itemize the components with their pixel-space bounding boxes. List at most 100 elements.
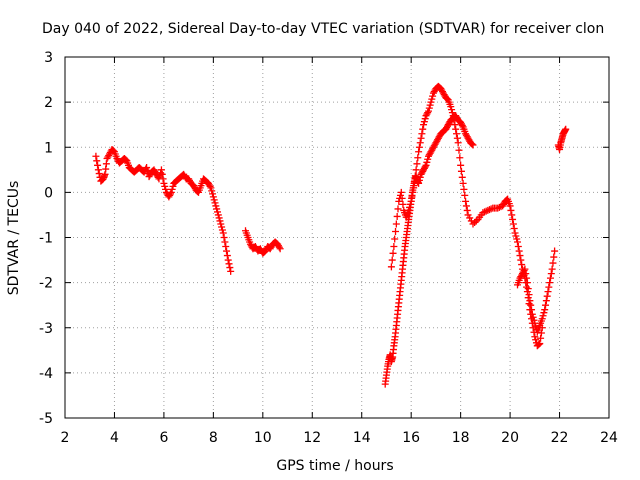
y-tick-label: 1 bbox=[44, 140, 53, 156]
grid bbox=[65, 57, 609, 418]
y-axis-ticks: -5 -4 -3 -2 -1 0 1 2 3 bbox=[39, 50, 609, 427]
data-point bbox=[424, 109, 432, 117]
data-point bbox=[448, 106, 456, 114]
data-point bbox=[213, 205, 221, 213]
data-point bbox=[428, 95, 436, 103]
data-point bbox=[452, 125, 460, 133]
data-point bbox=[542, 301, 550, 309]
data-point bbox=[485, 206, 493, 214]
y-tick-label: -5 bbox=[39, 411, 53, 427]
data-point bbox=[539, 312, 547, 320]
data-point bbox=[437, 85, 445, 93]
data-point bbox=[185, 176, 193, 184]
data-point bbox=[453, 134, 461, 142]
data-point bbox=[180, 170, 188, 178]
data-point bbox=[546, 279, 554, 287]
data-point bbox=[439, 89, 447, 97]
data-point bbox=[407, 197, 415, 205]
data-point bbox=[159, 175, 167, 183]
data-point bbox=[428, 146, 436, 154]
data-point bbox=[528, 310, 536, 318]
data-point bbox=[426, 149, 434, 157]
y-tick-label: 0 bbox=[44, 185, 53, 201]
data-point bbox=[532, 322, 540, 330]
data-point bbox=[510, 224, 518, 232]
chart-title: Day 040 of 2022, Sidereal Day-to-day VTE… bbox=[42, 21, 604, 37]
data-point bbox=[495, 203, 503, 211]
data-point bbox=[536, 340, 544, 348]
data-point bbox=[206, 182, 214, 190]
data-point bbox=[167, 190, 175, 198]
data-point bbox=[422, 112, 430, 120]
data-point bbox=[562, 125, 570, 133]
data-point bbox=[451, 121, 459, 129]
data-point bbox=[514, 243, 522, 251]
data-point bbox=[220, 234, 228, 241]
data-point bbox=[457, 120, 465, 128]
data-point bbox=[415, 176, 423, 184]
data-point bbox=[458, 173, 466, 181]
data-point bbox=[430, 142, 438, 150]
data-point bbox=[424, 152, 432, 160]
data-point bbox=[471, 218, 479, 226]
data-point bbox=[420, 118, 428, 126]
series-segment-6 bbox=[554, 125, 570, 154]
data-point bbox=[537, 329, 545, 337]
data-point bbox=[466, 214, 474, 222]
data-point bbox=[499, 202, 507, 210]
data-point bbox=[468, 140, 476, 148]
data-point bbox=[461, 191, 469, 199]
data-point bbox=[513, 235, 521, 243]
data-point bbox=[479, 209, 487, 217]
data-point bbox=[443, 124, 451, 132]
data-point bbox=[459, 179, 467, 187]
x-tick-label: 24 bbox=[600, 430, 618, 446]
y-tick-label: 3 bbox=[44, 50, 53, 66]
data-point bbox=[464, 134, 472, 142]
data-point bbox=[520, 267, 528, 275]
data-point bbox=[266, 245, 274, 253]
data-point bbox=[214, 211, 222, 219]
data-point bbox=[453, 130, 461, 138]
data-point bbox=[443, 94, 451, 102]
series-segment-2 bbox=[242, 227, 284, 257]
data-point bbox=[103, 155, 111, 163]
data-point bbox=[521, 265, 529, 273]
data-point bbox=[464, 211, 472, 219]
data-point bbox=[472, 217, 480, 225]
data-point bbox=[150, 166, 158, 174]
data-point bbox=[110, 147, 118, 155]
data-point bbox=[499, 200, 507, 208]
data-point bbox=[275, 243, 283, 251]
data-point bbox=[547, 270, 555, 278]
data-point bbox=[194, 188, 202, 196]
data-point bbox=[276, 245, 284, 253]
data-point bbox=[425, 151, 433, 159]
y-tick-label: -1 bbox=[39, 231, 53, 247]
x-axis-ticks: 2 4 6 8 10 12 14 16 18 20 22 24 bbox=[61, 57, 618, 446]
data-point bbox=[434, 136, 442, 144]
data-point bbox=[101, 170, 109, 178]
data-point bbox=[427, 98, 435, 106]
data-point bbox=[433, 137, 441, 145]
data-point bbox=[430, 88, 438, 96]
data-point bbox=[190, 182, 198, 190]
data-point bbox=[227, 267, 235, 275]
data-point bbox=[429, 145, 437, 153]
data-point bbox=[419, 125, 427, 133]
data-point bbox=[414, 154, 422, 162]
data-point bbox=[209, 193, 217, 201]
data-point bbox=[216, 217, 224, 225]
data-point bbox=[140, 168, 148, 176]
data-point bbox=[541, 306, 549, 314]
data-point bbox=[204, 179, 212, 187]
data-point bbox=[525, 291, 533, 299]
data-point bbox=[442, 125, 450, 133]
data-point bbox=[548, 265, 556, 273]
data-point bbox=[534, 341, 542, 349]
data-point bbox=[420, 121, 428, 129]
data-point bbox=[418, 169, 426, 177]
data-point bbox=[256, 245, 264, 253]
data-point bbox=[405, 206, 413, 214]
data-point bbox=[406, 203, 414, 211]
